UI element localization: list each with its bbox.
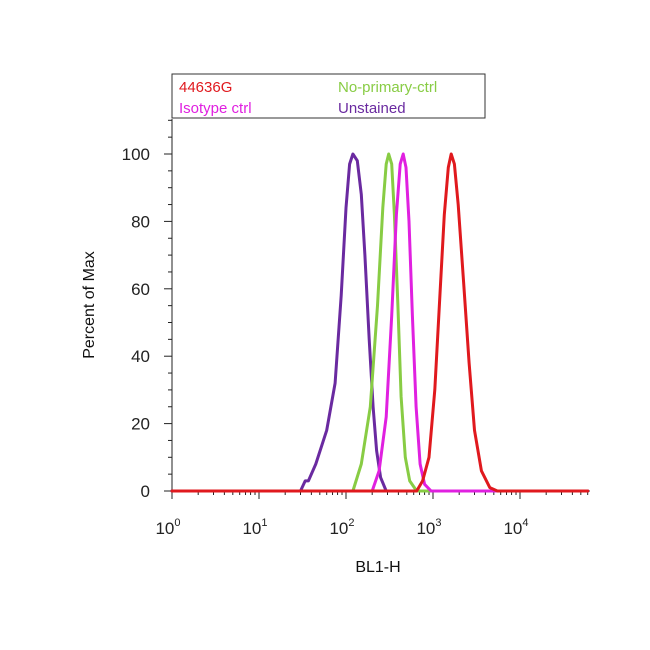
- x-tick-label: 100: [155, 517, 180, 538]
- x-axis-ticks: 100 101 102 103 104: [155, 491, 589, 538]
- legend-item: 44636G: [179, 79, 232, 96]
- y-tick-label: 80: [131, 212, 150, 231]
- legend-item: Isotype ctrl: [179, 100, 252, 117]
- x-tick-label: 101: [242, 517, 267, 538]
- series-line-44636g: [170, 152, 590, 493]
- legend-item: No-primary-ctrl: [338, 79, 437, 96]
- y-tick-label: 20: [131, 415, 150, 434]
- series-line-isotype-ctrl: [170, 152, 590, 493]
- y-tick-label: 60: [131, 280, 150, 299]
- x-tick-label: 102: [329, 517, 354, 538]
- y-axis-title: Percent of Max: [81, 251, 98, 359]
- y-axis-ticks: 0 20 40 60 80 100: [122, 119, 172, 501]
- x-tick-label: 103: [416, 517, 441, 538]
- legend-item: Unstained: [338, 100, 406, 117]
- y-tick-label: 0: [141, 482, 150, 501]
- legend-box: [171, 73, 486, 119]
- series-line-no-primary-ctrl: [170, 152, 590, 493]
- histogram-curves: [170, 152, 590, 493]
- x-axis-title: BL1-H: [355, 559, 400, 576]
- x-tick-label: 104: [503, 517, 528, 538]
- y-tick-label: 40: [131, 347, 150, 366]
- legend: 44636G No-primary-ctrl Isotype ctrl Unstain…: [179, 79, 437, 117]
- series-line-unstained: [170, 152, 590, 493]
- y-tick-label: 100: [122, 145, 150, 164]
